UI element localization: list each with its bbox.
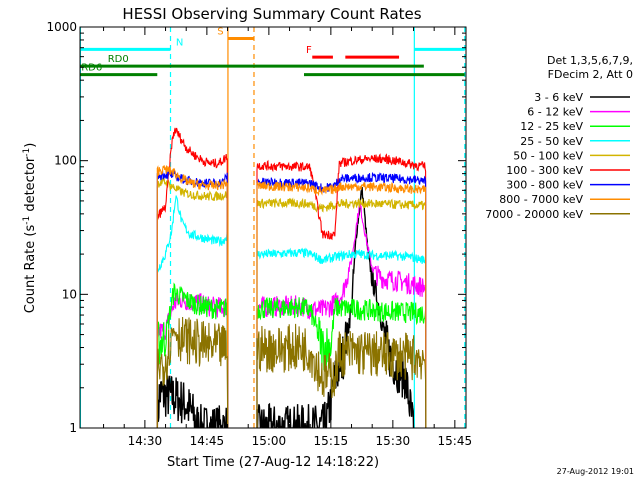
legend-label-1: 6 - 12 keV <box>527 106 583 119</box>
legend-label-2: 12 - 25 keV <box>520 120 583 133</box>
chart-title: HESSI Observing Summary Count Rates <box>122 5 421 23</box>
series-line-8 <box>156 316 427 428</box>
y-tick-label-1: 10 <box>62 287 77 301</box>
x-tick-label-1: 14:45 <box>190 434 225 448</box>
series-line-5 <box>156 127 427 428</box>
y-axis-label-sup2: -1 <box>22 148 32 157</box>
series-line-4 <box>156 177 427 428</box>
y-tick-label-0: 1 <box>69 421 77 435</box>
legend-label-0: 3 - 6 keV <box>534 91 583 104</box>
x-tick-label-2: 15:00 <box>252 434 287 448</box>
series-lines <box>156 127 427 428</box>
legend-label-7: 800 - 7000 keV <box>499 193 583 206</box>
legend-header-line-2: FDecim 2, Att 0 <box>548 68 633 81</box>
plot-frame <box>79 26 467 429</box>
legend-label-6: 300 - 800 keV <box>506 179 583 192</box>
series-line-2 <box>156 282 427 428</box>
flag-bars: N S F RD0 RD6 <box>80 27 465 77</box>
series-line-3 <box>156 195 427 428</box>
y-axis-label-sup1: -1 <box>22 216 32 225</box>
y-axis-label-end: ) <box>23 143 38 148</box>
legend-label-3: 25 - 50 keV <box>520 135 583 148</box>
legend-label-5: 100 - 300 keV <box>506 164 583 177</box>
flag-label-1: S <box>217 27 223 38</box>
x-axis-label: Start Time (27-Aug-12 14:18:22) <box>167 455 379 470</box>
axes: 1 10 100 1000 14:30 14:45 15:00 15:15 15:30 15:45 <box>46 20 472 448</box>
x-tick-label-0: 14:30 <box>128 434 163 448</box>
flag-label-2: F <box>306 45 312 56</box>
legend-label-4: 50 - 100 keV <box>513 149 583 162</box>
flag-label-4: RD6 <box>81 63 102 74</box>
x-tick-label-3: 15:15 <box>314 434 349 448</box>
y-axis-label-main: Count Rate (s <box>23 225 38 314</box>
y-tick-label-2: 100 <box>54 154 77 168</box>
x-tick-label-4: 15:30 <box>376 434 411 448</box>
flag-label-0: N <box>176 37 183 48</box>
legend-header-line-1: Det 1,3,5,6,7,9, <box>547 54 633 67</box>
x-tick-label-5: 15:45 <box>438 434 473 448</box>
y-axis-label: Count Rate (s-1 detector-1) <box>22 143 38 314</box>
timestamp: 27-Aug-2012 19:01 <box>557 467 634 476</box>
flag-label-3: RD0 <box>108 54 129 65</box>
legend: Det 1,3,5,6,7,9, FDecim 2, Att 0 3 - 6 k… <box>485 54 633 221</box>
legend-label-8: 7000 - 20000 keV <box>485 208 583 221</box>
series-line-7 <box>156 165 427 428</box>
y-tick-label-3: 1000 <box>46 20 77 34</box>
y-axis-label-mid: detector <box>23 156 38 216</box>
